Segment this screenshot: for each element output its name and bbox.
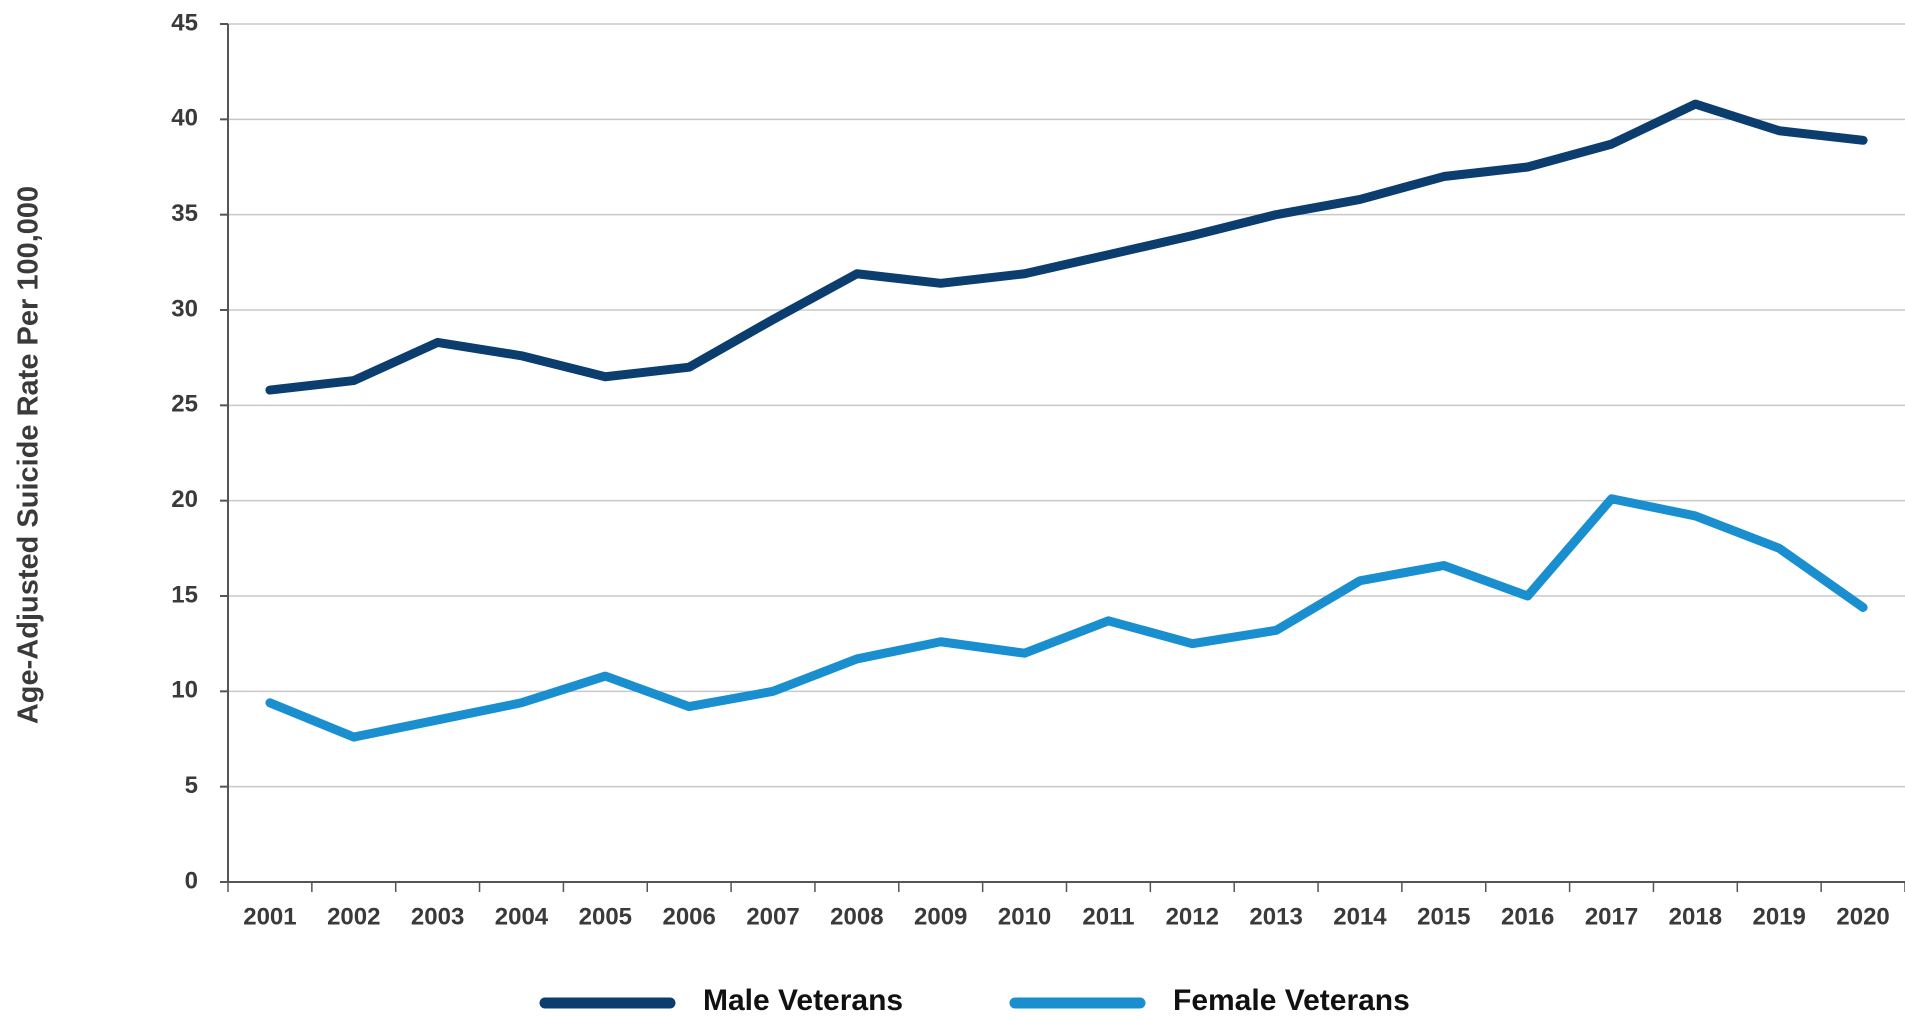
x-tick-label: 2006: [662, 903, 715, 930]
x-tick-label: 2010: [998, 903, 1051, 930]
y-tick-label: 40: [171, 105, 198, 132]
x-tick-label: 2019: [1753, 903, 1806, 930]
x-tick-label: 2002: [327, 903, 380, 930]
data-line: [265, 99, 1868, 395]
x-tick-label: 2009: [914, 903, 967, 930]
x-tick-label: 2004: [495, 903, 549, 930]
x-tick-label: 2001: [243, 903, 296, 930]
x-tick-label: 2018: [1669, 903, 1722, 930]
x-tick-label: 2015: [1417, 903, 1470, 930]
x-tick-label: 2017: [1585, 903, 1638, 930]
x-tick-label: 2012: [1166, 903, 1219, 930]
y-tick-label: 45: [171, 9, 198, 36]
x-tick-label: 2014: [1333, 903, 1387, 930]
x-tick-label: 2003: [411, 903, 464, 930]
legend-label: Male Veterans: [703, 984, 903, 1017]
x-tick-label: 2011: [1082, 903, 1134, 930]
x-tick-label: 2016: [1501, 903, 1554, 930]
x-tick-label: 2020: [1836, 903, 1889, 930]
y-tick-label: 35: [171, 200, 198, 227]
y-tick-label: 15: [171, 581, 198, 608]
y-tick-label: 5: [185, 772, 198, 799]
x-tick-label: 2007: [746, 903, 799, 930]
y-tick-label: 20: [171, 486, 198, 513]
x-tick-label: 2005: [579, 903, 632, 930]
y-tick-label: 10: [171, 677, 198, 704]
x-tick-label: 2013: [1249, 903, 1302, 930]
x-tick-label: 2008: [830, 903, 883, 930]
y-tick-label: 25: [171, 391, 198, 418]
data-line: [265, 494, 1868, 742]
y-tick-label: 0: [185, 867, 198, 894]
y-tick-label: 30: [171, 295, 198, 322]
y-axis-label: Age-Adjusted Suicide Rate Per 100,000: [13, 186, 45, 724]
legend-label: Female Veterans: [1173, 984, 1410, 1017]
